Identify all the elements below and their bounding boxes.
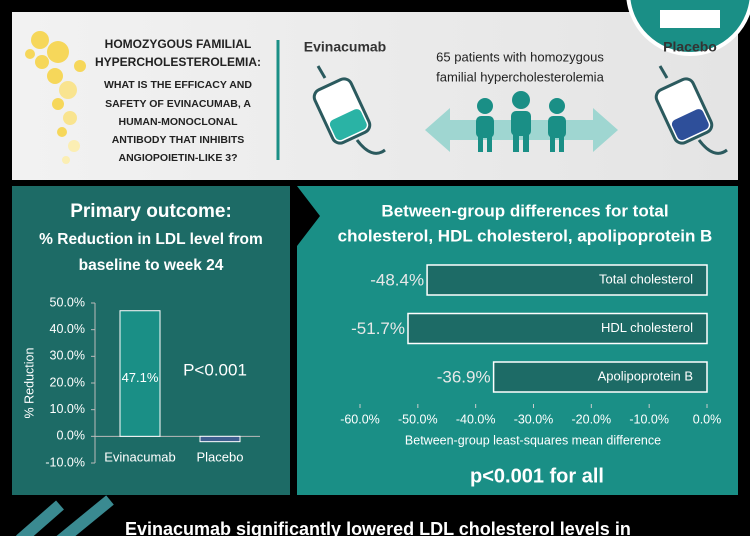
footer-text: Evinacumab significantly lowered LDL cho… — [125, 519, 631, 536]
bar — [119, 310, 161, 437]
arm-label: Evinacumab — [304, 39, 386, 55]
iv-bag — [654, 65, 728, 155]
question-line: HYPERCHOLESTEROLEMIA: — [95, 55, 261, 69]
x-tick-label: Placebo — [197, 449, 244, 464]
x-tick-label: -20.0% — [572, 412, 612, 426]
population: familial hypercholesterolemia — [436, 69, 604, 84]
y-axis-title: % Reduction — [22, 348, 36, 419]
x-tick-label: -10.0% — [629, 412, 669, 426]
panel-title: cholesterol, HDL cholesterol, apolipopro… — [338, 226, 713, 245]
x-axis-title: Between-group least-squares mean differe… — [405, 433, 661, 447]
bar — [426, 264, 708, 296]
bar — [199, 435, 241, 443]
arm-label: Placebo — [663, 39, 717, 55]
iv-bag — [312, 65, 386, 155]
x-tick-label: Evinacumab — [104, 449, 176, 464]
x-tick-label: -30.0% — [514, 412, 554, 426]
population: 65 patients with homozygous — [436, 49, 604, 64]
question-line: HUMAN-MONOCLONAL — [119, 116, 239, 128]
value-label: -36.9% — [437, 367, 491, 386]
question-line: HOMOZYGOUS FAMILIAL — [105, 37, 252, 51]
value-label: -51.7% — [351, 319, 405, 338]
question-line: WHAT IS THE EFFICACY AND — [104, 79, 252, 91]
people — [476, 91, 566, 152]
annotation: p<0.001 for all — [470, 465, 604, 487]
x-tick-label: 0.0% — [693, 412, 722, 426]
panel-title: % Reduction in LDL level from — [39, 231, 263, 248]
bar — [492, 361, 708, 393]
category-label: Apolipoprotein B — [598, 368, 693, 383]
y-tick-label: 0.0% — [57, 429, 86, 443]
category-label: HDL cholesterol — [601, 320, 693, 335]
x-tick-label: -40.0% — [456, 412, 496, 426]
y-tick-label: 50.0% — [50, 295, 85, 309]
footer-icon — [16, 495, 114, 536]
panel-title: Between-group differences for total — [381, 201, 668, 220]
bar — [407, 312, 708, 345]
y-tick-label: -10.0% — [45, 455, 85, 469]
bubbles — [25, 31, 86, 164]
x-tick-label: -60.0% — [340, 412, 380, 426]
question-line: ANTIBODY THAT INHIBITS — [112, 134, 245, 146]
y-tick-label: 10.0% — [50, 402, 85, 416]
value-label: 47.1% — [122, 370, 159, 385]
category-label: Total cholesterol — [599, 271, 693, 286]
panel-title: baseline to week 24 — [79, 257, 224, 274]
panel-title: Primary outcome: — [70, 201, 232, 222]
annotation: P<0.001 — [183, 360, 247, 379]
y-tick-label: 30.0% — [50, 349, 85, 363]
question-line: SAFETY OF EVINACUMAB, A — [105, 98, 251, 110]
y-tick-label: 20.0% — [50, 375, 85, 389]
x-tick-label: -50.0% — [398, 412, 438, 426]
y-tick-label: 40.0% — [50, 322, 85, 336]
value-label: -48.4% — [370, 270, 424, 289]
logo — [626, 0, 750, 56]
question: HOMOZYGOUS FAMILIAL HYPERCHOLESTEROLEMIA… — [95, 37, 261, 164]
question-line: ANGIOPOIETIN-LIKE 3? — [118, 152, 237, 164]
